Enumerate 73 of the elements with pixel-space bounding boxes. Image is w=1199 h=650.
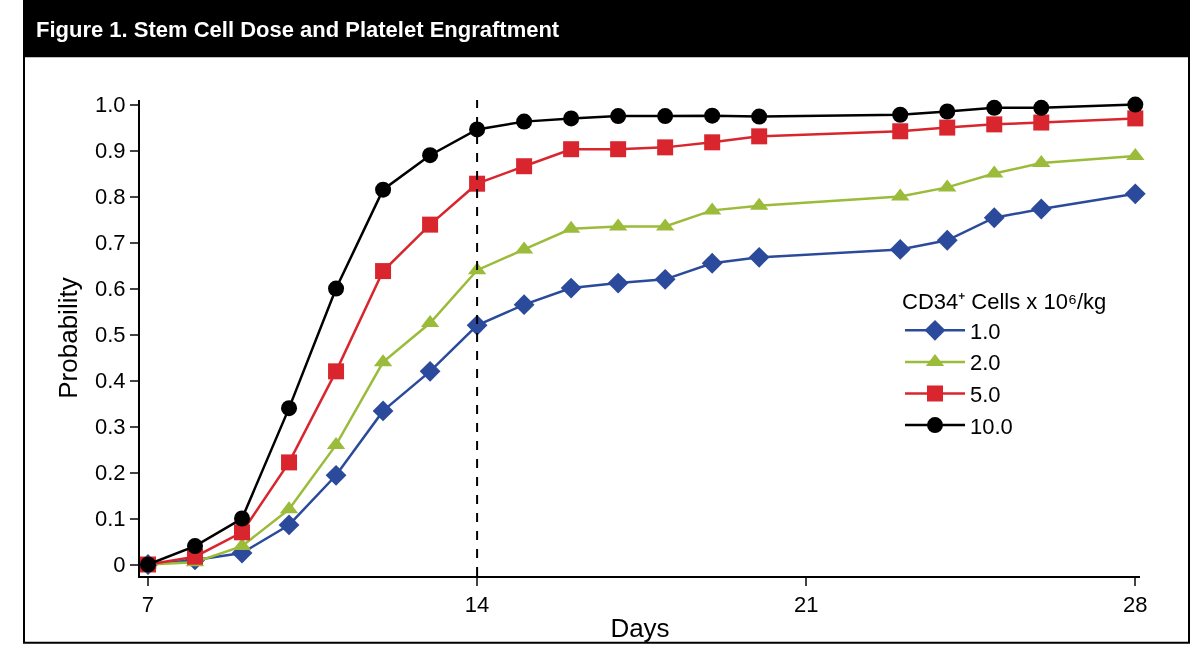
legend-label: 5.0 [970,382,1001,408]
point [892,106,909,123]
point [469,121,486,138]
point [657,139,674,156]
point [704,134,721,151]
point [372,400,394,422]
point [516,113,533,130]
point [278,514,300,536]
point [654,268,676,290]
point [469,175,486,192]
point [701,252,723,274]
point [187,538,204,555]
legend-label: 10.0 [970,413,1013,439]
point [610,141,627,158]
point [986,116,1003,133]
point [234,510,251,527]
x-tick-label: 14 [464,592,490,618]
point [751,128,768,145]
point [422,147,439,164]
point [234,524,251,541]
x-axis-title: Days [610,612,670,643]
point [936,229,958,251]
point [751,108,768,125]
y-tick-label: 0.2 [95,460,126,486]
point [422,216,439,233]
point [281,400,298,417]
point [563,110,580,127]
point [607,272,629,294]
x-tick-label: 7 [141,592,155,618]
point [281,454,298,471]
y-tick-label: 0.9 [95,138,126,164]
point [513,294,535,316]
legend-label: 2.0 [970,350,1001,376]
y-tick-label: 0.3 [95,414,126,440]
y-tick-label: 0 [113,552,126,578]
y-axis-title: Probability [52,277,83,399]
point [1033,114,1050,131]
point [939,103,956,120]
point [1127,96,1144,113]
y-tick-label: 0.1 [95,506,126,532]
point [657,108,674,125]
point [1127,110,1144,127]
legend-label: 1.0 [970,318,1001,344]
point [328,363,345,380]
point [889,239,911,260]
point [516,158,533,175]
x-tick-label: 28 [1123,592,1148,618]
point [939,119,956,136]
point [419,360,441,382]
point [704,107,721,124]
point [563,141,580,158]
point [375,181,392,198]
y-tick-label: 0.6 [95,276,126,302]
point [983,207,1005,229]
point [375,263,392,280]
point [1030,198,1052,220]
legend-title: CD34⁺ Cells x 10⁶/kg [902,289,1107,315]
y-tick-label: 1.0 [95,92,126,118]
point [560,277,582,299]
point [1124,183,1146,205]
point [748,246,770,268]
y-tick-label: 0.7 [95,230,126,256]
point [610,108,627,125]
x-tick-label: 21 [793,592,819,618]
point [1033,99,1050,116]
point [986,99,1003,116]
point [328,280,345,297]
y-tick-label: 0.8 [95,184,126,210]
point [325,464,347,486]
y-tick-label: 0.4 [95,368,126,394]
y-tick-label: 0.5 [95,322,126,348]
point [892,123,909,140]
chart-title: Figure 1. Stem Cell Dose and Platelet Engraftment [35,16,560,42]
